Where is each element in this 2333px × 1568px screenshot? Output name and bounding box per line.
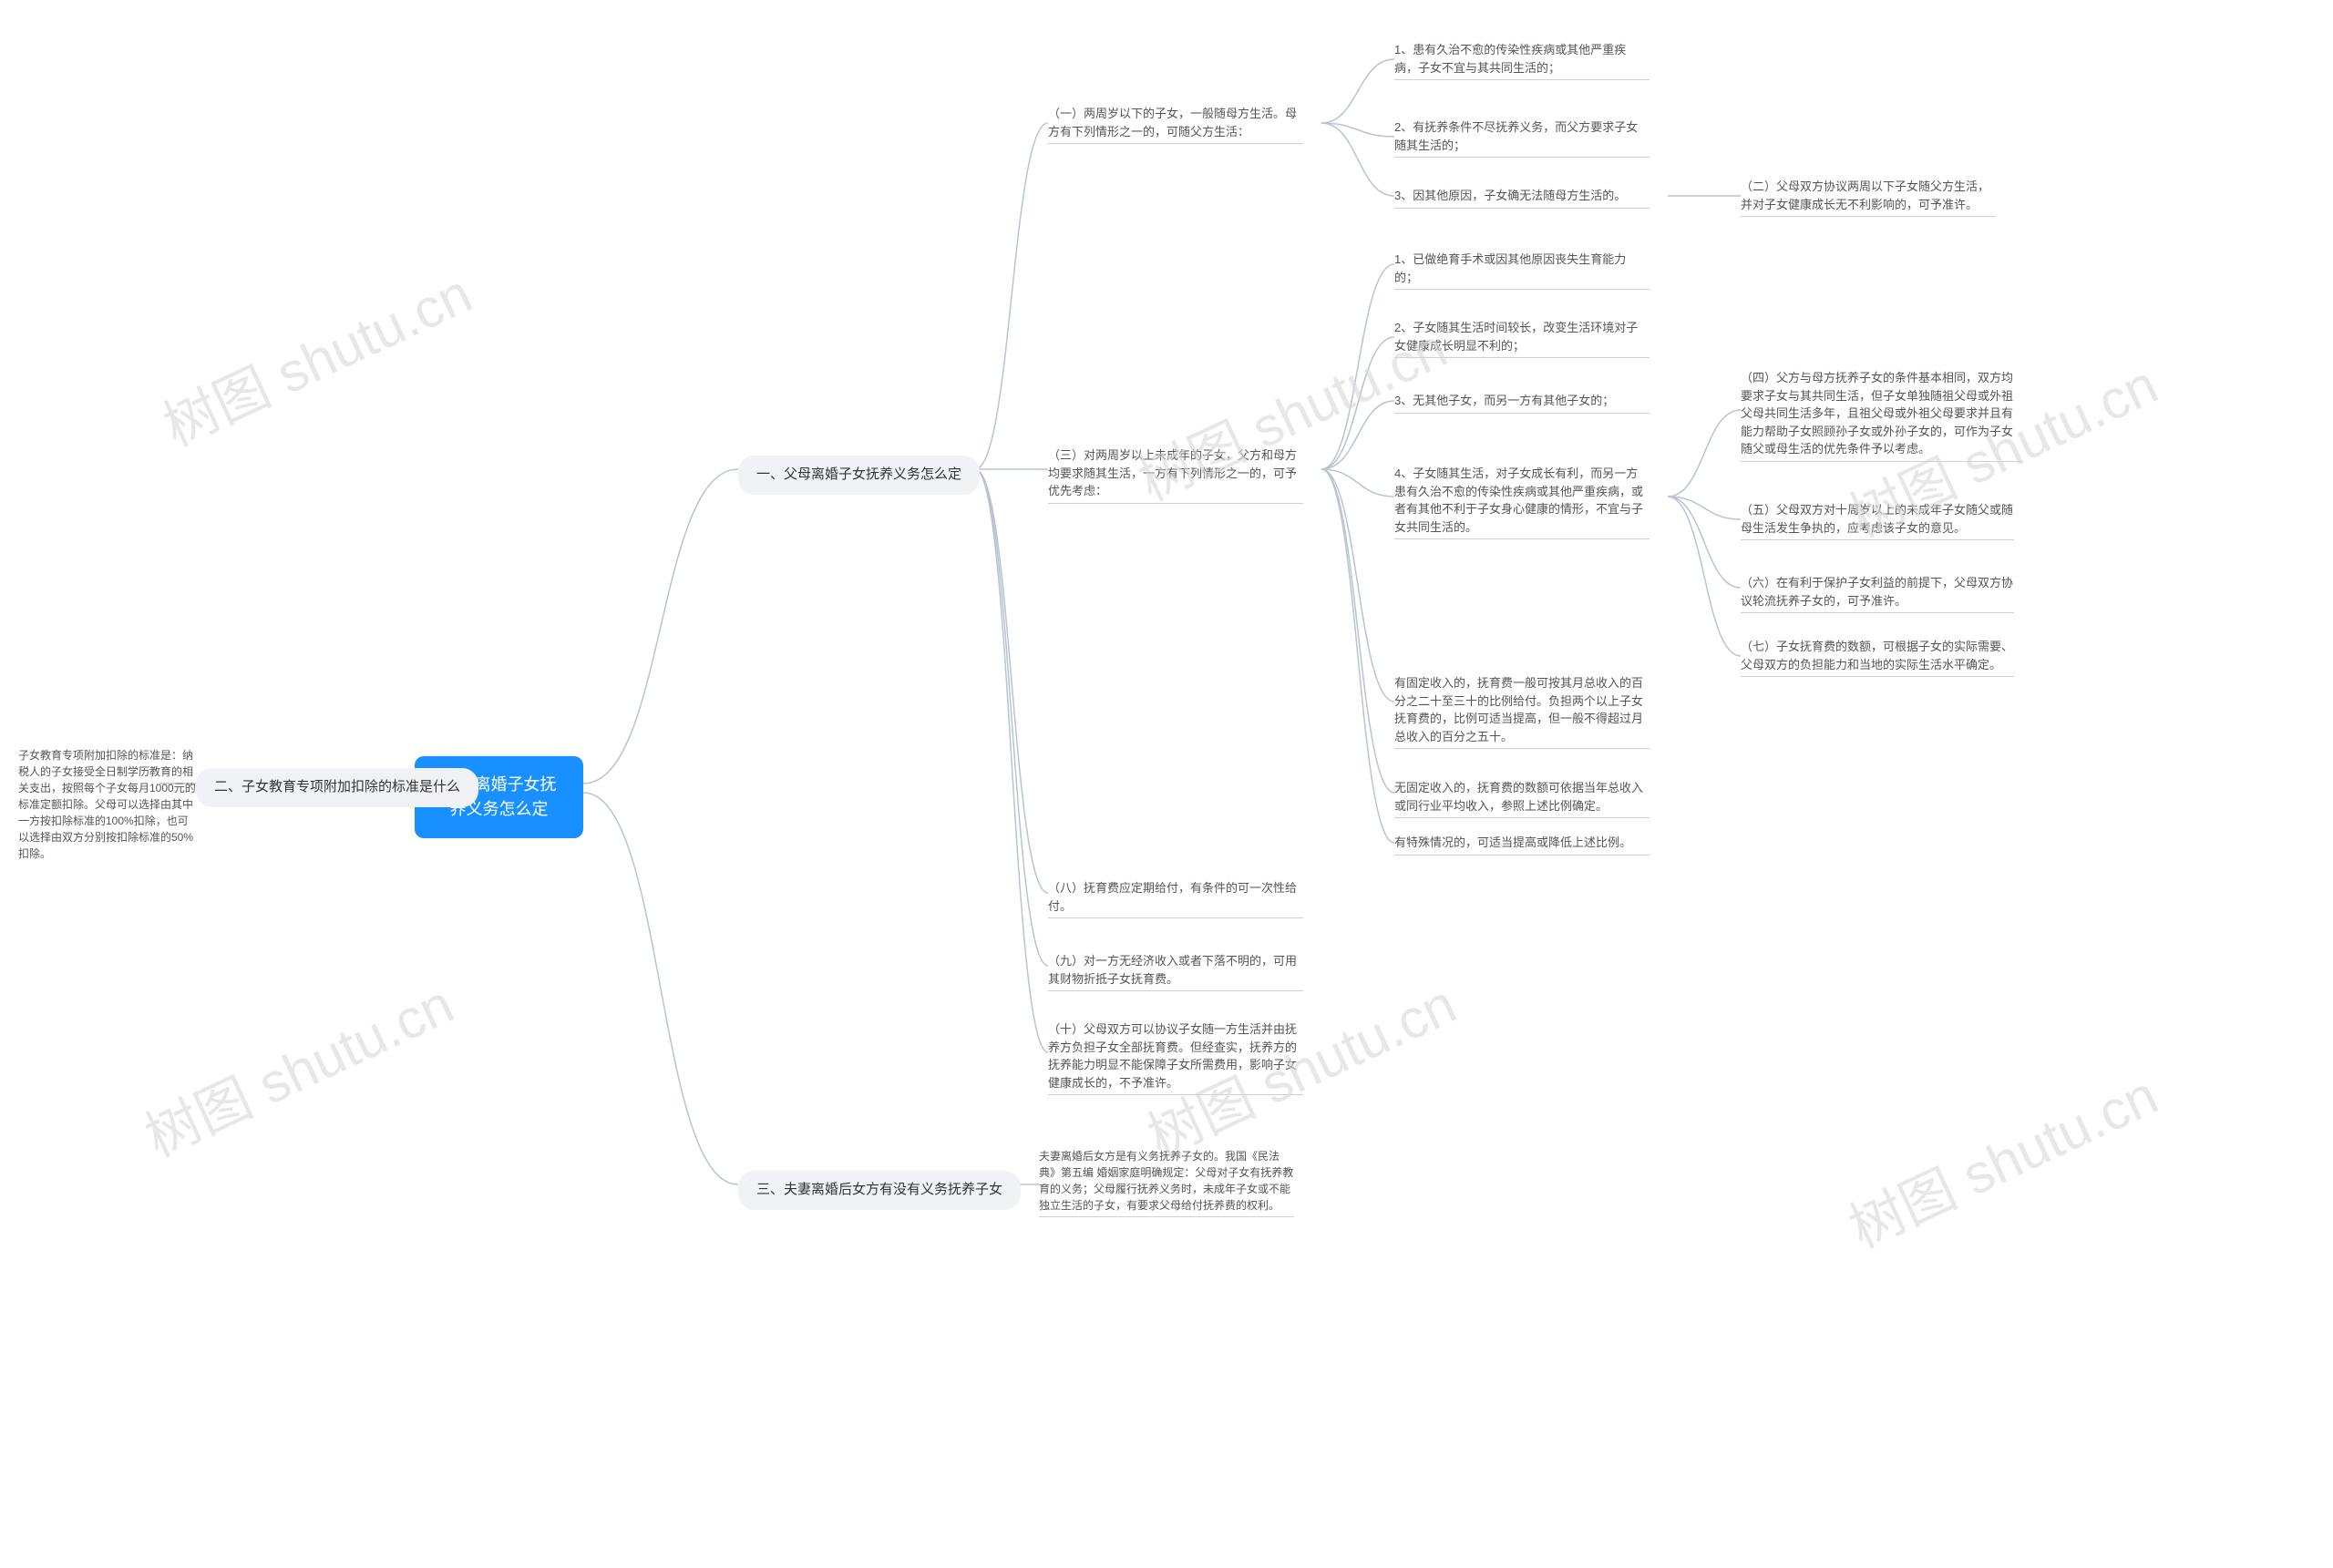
leaf-agreement-under-two: （二）父母双方协议两周以下子女随父方生活，并对子女健康成长无不利影响的，可予准许… [1741, 178, 1996, 217]
branch-wife-obligation: 三、夫妻离婚后女方有没有义务抚养子女 [738, 1171, 1021, 1210]
leaf-education-deduction-detail: 子女教育专项附加扣除的标准是：纳税人的子女接受全日制学历教育的相关支出，按照每个… [18, 747, 196, 862]
leaf-over-two: （三）对两周岁以上未成年的子女，父方和母方均要求随其生活，一方有下列情形之一的，… [1048, 446, 1303, 504]
leaf-wife-obligation-detail: 夫妻离婚后女方是有义务抚养子女的。我国《民法典》第五编 婚姻家庭明确规定：父母对… [1039, 1148, 1294, 1217]
watermark: 树图 shutu.cn [1835, 1052, 2168, 1264]
leaf-over-two-4: 4、子女随其生活，对子女成长有利，而另一方患有久治不愈的传染性疾病或其他严重疾病… [1394, 465, 1650, 539]
leaf-condition-7: （七）子女抚育费的数额，可根据子女的实际需要、父母双方的负担能力和当地的实际生活… [1741, 638, 2014, 677]
leaf-fixed-income: 有固定收入的，抚育费一般可按其月总收入的百分之二十至三十的比例给付。负担两个以上… [1394, 674, 1650, 749]
leaf-under-two-1: 1、患有久治不愈的传染性疾病或其他严重疾病，子女不宜与其共同生活的； [1394, 41, 1650, 80]
watermark: 树图 shutu.cn [130, 961, 464, 1173]
leaf-condition-5: （五）父母双方对十周岁以上的未成年子女随父或随母生活发生争执的，应考虑该子女的意… [1741, 501, 2014, 540]
leaf-item-9: （九）对一方无经济收入或者下落不明的，可用其财物折抵子女抚育费。 [1048, 952, 1303, 991]
leaf-item-10: （十）父母双方可以协议子女随一方生活并由抚养方负担子女全部抚育费。但经查实，抚养… [1048, 1020, 1303, 1095]
leaf-item-8: （八）抚育费应定期给付，有条件的可一次性给付。 [1048, 879, 1303, 918]
leaf-over-two-3: 3、无其他子女，而另一方有其他子女的； [1394, 392, 1650, 414]
leaf-under-two-3: 3、因其他原因，子女确无法随母方生活的。 [1394, 187, 1650, 209]
leaf-condition-6: （六）在有利于保护子女利益的前提下，父母双方协议轮流抚养子女的，可予准许。 [1741, 574, 2014, 613]
leaf-condition-4: （四）父方与母方抚养子女的条件基本相同，双方均要求子女与其共同生活，但子女单独随… [1741, 369, 2023, 462]
leaf-under-two-2: 2、有抚养条件不尽抚养义务，而父方要求子女随其生活的； [1394, 118, 1650, 158]
branch-education-deduction: 二、子女教育专项附加扣除的标准是什么 [196, 768, 478, 807]
leaf-special-case: 有特殊情况的，可适当提高或降低上述比例。 [1394, 834, 1650, 856]
leaf-over-two-2: 2、子女随其生活时间较长，改变生活环境对子女健康成长明显不利的； [1394, 319, 1650, 358]
branch-custody-obligation: 一、父母离婚子女抚养义务怎么定 [738, 456, 980, 495]
leaf-no-fixed-income: 无固定收入的，抚育费的数额可依据当年总收入或同行业平均收入，参照上述比例确定。 [1394, 779, 1650, 818]
leaf-under-two: （一）两周岁以下的子女，一般随母方生活。母方有下列情形之一的，可随父方生活： [1048, 105, 1303, 144]
leaf-over-two-1: 1、已做绝育手术或因其他原因丧失生育能力的； [1394, 251, 1650, 290]
watermark: 树图 shutu.cn [149, 251, 482, 462]
